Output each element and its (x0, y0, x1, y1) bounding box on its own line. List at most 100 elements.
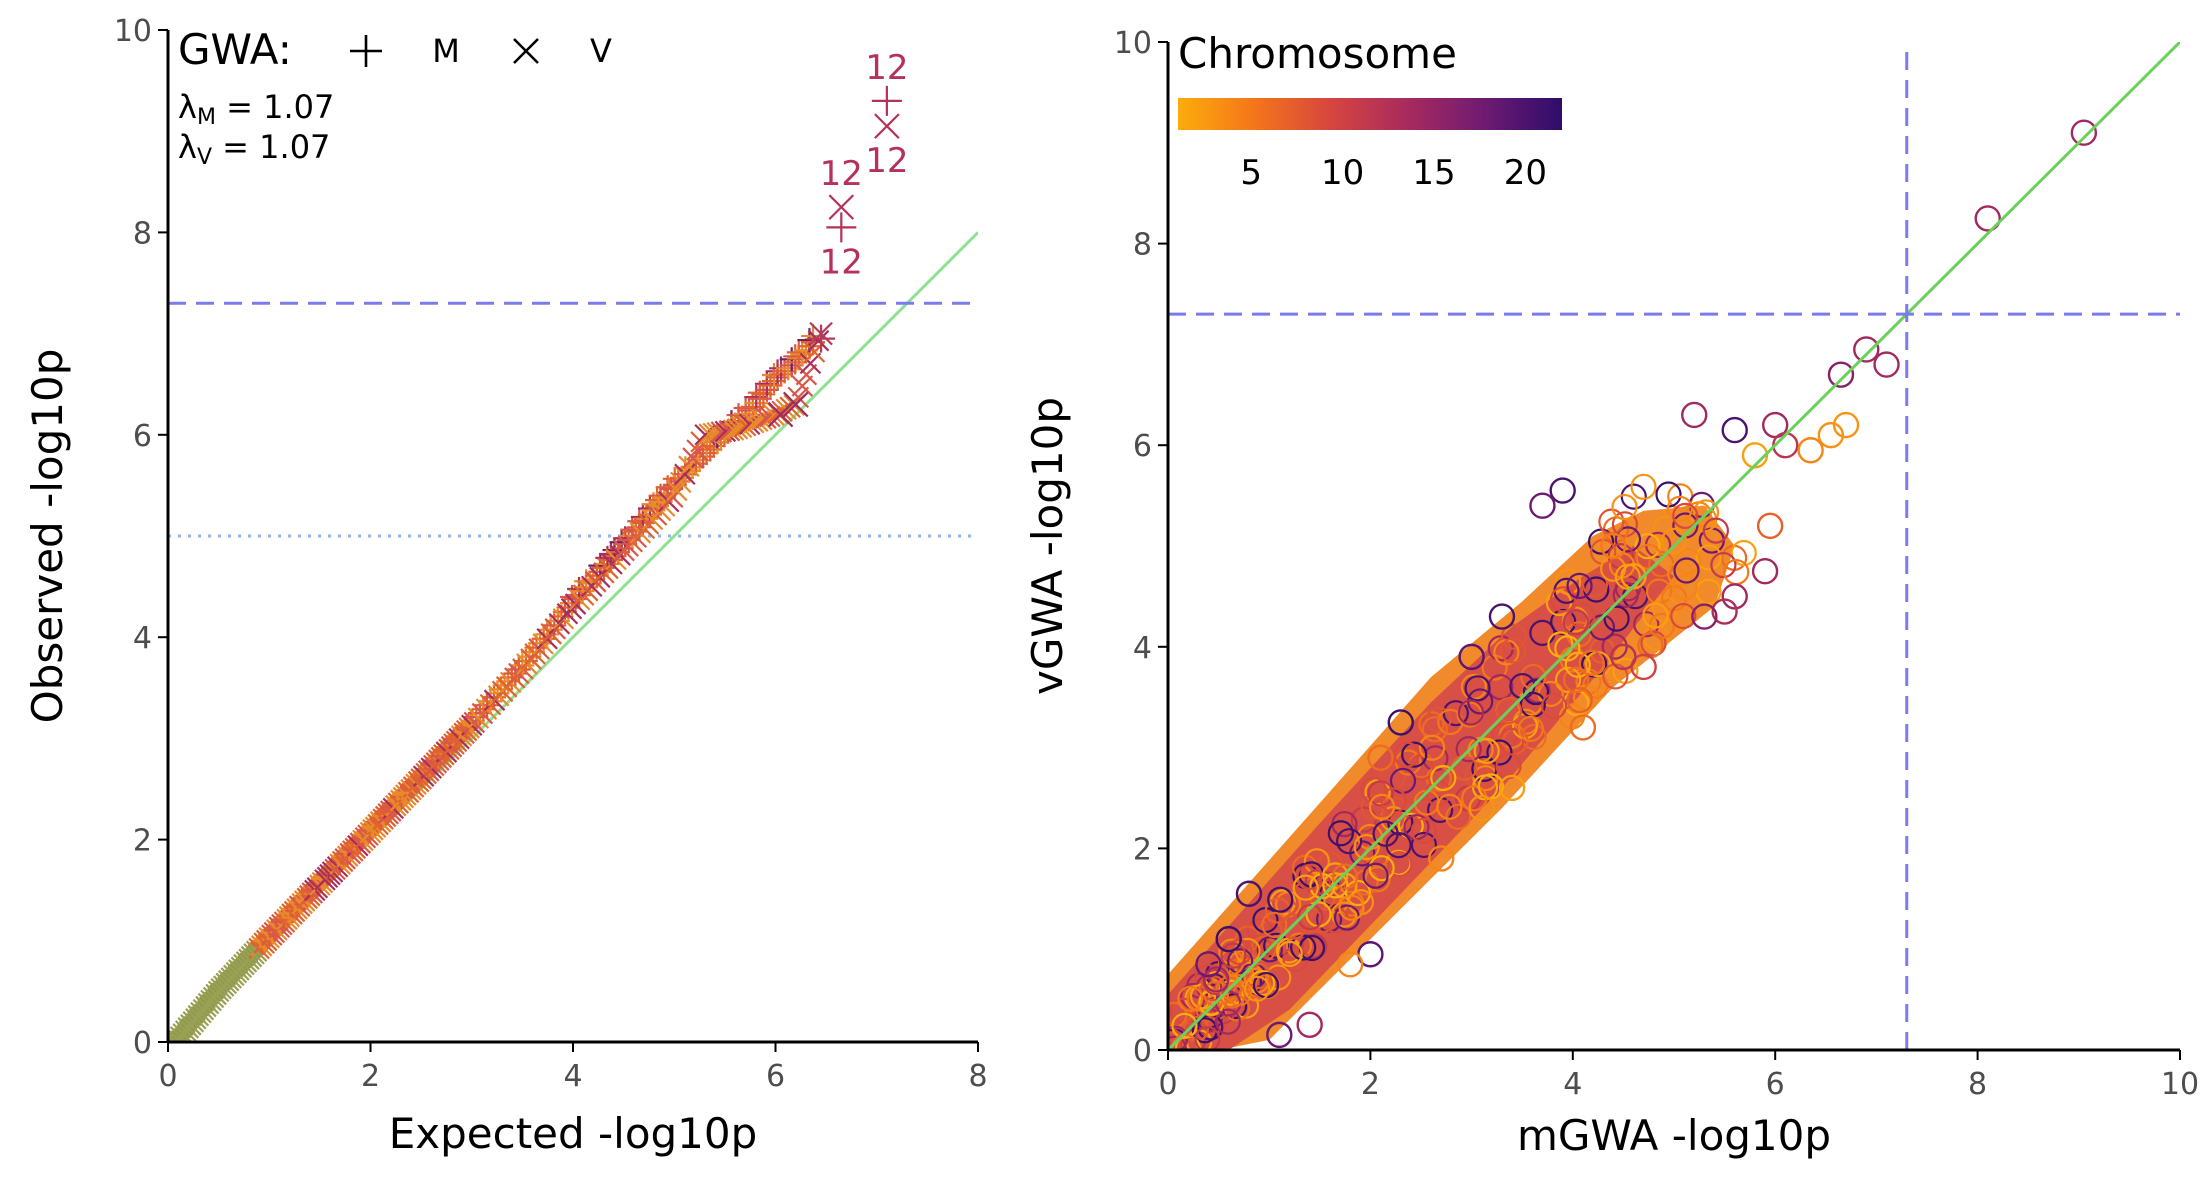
scatter-point (1261, 911, 1288, 938)
scatter-y-tick-label: 6 (1133, 429, 1152, 464)
qq-v-point (782, 391, 809, 418)
qq-y-tick-label: 0 (133, 1026, 152, 1061)
scatter-diagonal-line (1168, 42, 2180, 1050)
scatter-point (1218, 938, 1245, 965)
qq-y-tick-label: 4 (133, 621, 152, 656)
scatter-point (1522, 678, 1550, 706)
scatter-point (1360, 793, 1387, 821)
scatter-point (1297, 903, 1324, 931)
scatter-point (1640, 630, 1667, 657)
lambda-v-label: λV = 1.07 (178, 128, 330, 170)
scatter-point (1458, 643, 1485, 671)
scatter-point (1588, 614, 1616, 641)
scatter-point (1540, 693, 1568, 720)
scatter-point (1194, 1026, 1221, 1050)
scatter-point (1517, 715, 1544, 742)
scatter-point (1610, 643, 1637, 671)
scatter-point (1285, 932, 1313, 959)
scatter-point (1410, 817, 1437, 845)
scatter-point (1695, 544, 1722, 571)
scatter-point (1486, 739, 1513, 766)
qq-point-annotation: 12 (865, 141, 908, 181)
scatter-point (1721, 416, 1748, 444)
scatter-point (1711, 598, 1738, 625)
scatter-point (1562, 609, 1589, 636)
scatter-point (1327, 820, 1354, 847)
scatter-point (1569, 602, 1596, 629)
qq-v-point (755, 407, 777, 429)
scatter-point (1554, 666, 1582, 694)
scatter-point (1220, 942, 1247, 969)
qq-v-point (738, 413, 761, 436)
scatter-point (1873, 351, 1900, 378)
scatter-point (1691, 603, 1718, 630)
qq-x-tick-label: 0 (158, 1059, 177, 1094)
qq-x-tick-label: 6 (766, 1059, 785, 1094)
scatter-point (1601, 633, 1628, 660)
scatter-point (1436, 793, 1463, 820)
scatter-point (1386, 850, 1413, 878)
scatter-point (1751, 558, 1779, 585)
scatter-point (1410, 831, 1437, 859)
qq-legend-title: GWA: (178, 25, 292, 74)
qq-v-point (730, 416, 753, 439)
scatter-point (1499, 637, 1527, 664)
scatter-y-tick-label: 0 (1133, 1034, 1152, 1069)
scatter-point (1227, 948, 1254, 975)
qq-x-ticks: 0 2 4 6 8 (158, 1042, 988, 1094)
scatter-point (1563, 666, 1590, 693)
qq-legend: GWA: M V λM = 1.07 λV = 1.07 (178, 25, 612, 170)
scatter-point (1215, 925, 1242, 953)
scatter-point (1168, 1031, 1185, 1050)
scatter-point (1323, 907, 1350, 934)
scatter-x-tick-label: 10 (2161, 1067, 2199, 1102)
scatter-point (1488, 603, 1516, 630)
colorbar-tick-label: 10 (1321, 153, 1364, 193)
scatter-point (1368, 855, 1395, 882)
scatter-point (1633, 611, 1660, 638)
scatter-point (1372, 820, 1399, 847)
scatter-point (1387, 709, 1414, 736)
scatter-point (1362, 862, 1389, 889)
colorbar-tick-label: 20 (1504, 153, 1547, 193)
scatter-point (1600, 532, 1627, 560)
scatter-point (1730, 539, 1757, 567)
scatter-point (1578, 649, 1605, 677)
scatter-point (1303, 848, 1330, 875)
scatter-point (1445, 803, 1472, 830)
scatter-point (1367, 780, 1394, 807)
scatter-point (1322, 872, 1349, 899)
qq-v-point (661, 486, 684, 508)
qq-y-tick-label: 2 (133, 824, 152, 859)
qq-v-point (828, 194, 855, 220)
scatter-point (1611, 493, 1638, 521)
scatter-point (1353, 833, 1380, 861)
scatter-point (1336, 951, 1364, 978)
qq-v-point (722, 419, 745, 441)
qq-v-point (726, 418, 749, 440)
qq-y-axis-title: Observed -log10p (23, 349, 72, 724)
scatter-point (1455, 736, 1482, 763)
scatter-point (1457, 699, 1485, 726)
scatter-point (1235, 880, 1263, 907)
legend-plus-icon (350, 35, 382, 67)
scatter-x-ticks: 0 2 4 6 8 10 (1158, 1050, 2199, 1102)
scatter-x-axis-title: mGWA -log10p (1517, 1111, 1831, 1160)
scatter-point (1381, 796, 1408, 823)
qq-legend-label-m: M (432, 32, 460, 70)
scatter-point (1500, 623, 1528, 650)
qq-v-point (742, 411, 765, 434)
qq-x-axis-title: Expected -log10p (389, 1109, 758, 1158)
scatter-point (1395, 749, 1422, 776)
scatter-point (1581, 570, 1609, 598)
qq-y-tick-label: 6 (133, 419, 152, 454)
scatter-point (1564, 651, 1591, 678)
scatter-point (1566, 686, 1593, 714)
scatter-point (1635, 543, 1662, 570)
scatter-point (1276, 940, 1303, 967)
scatter-y-tick-label: 2 (1133, 832, 1152, 867)
scatter-point (1477, 773, 1504, 800)
colorbar-tick-label: 5 (1240, 153, 1262, 193)
scatter-point (1614, 526, 1642, 553)
scatter-point (1634, 533, 1661, 560)
